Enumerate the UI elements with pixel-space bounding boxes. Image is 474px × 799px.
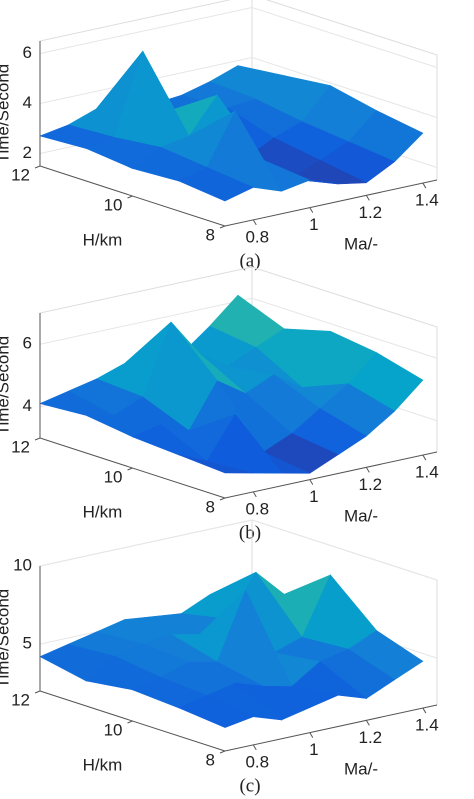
z-tick-label: 6 xyxy=(23,334,32,353)
axis-box xyxy=(265,0,438,180)
y-tick xyxy=(219,497,226,501)
x-tick xyxy=(365,467,370,473)
x-tick xyxy=(422,454,427,461)
z-tick-label: 4 xyxy=(23,93,32,112)
x-tick xyxy=(309,732,314,738)
surface-patch xyxy=(178,167,255,202)
y-tick-label: 10 xyxy=(104,720,123,739)
x-tick-label: 1.2 xyxy=(359,475,383,494)
x-tick xyxy=(252,219,257,226)
y-tick xyxy=(34,165,41,169)
x-tick-label: 1.2 xyxy=(359,203,383,222)
y-tick-label: 8 xyxy=(206,750,215,769)
surface-patch xyxy=(178,695,255,728)
y-tick-label: 8 xyxy=(206,225,215,244)
y-axis-label: H/km xyxy=(83,755,123,774)
y-tick-label: 12 xyxy=(11,437,30,456)
y-tick-label: 8 xyxy=(206,497,215,516)
grid-line xyxy=(39,56,438,118)
x-tick xyxy=(422,707,427,714)
z-tick-label: 2 xyxy=(23,143,32,162)
z-tick-label: 10 xyxy=(13,555,32,574)
x-axis-label: Ma/- xyxy=(344,506,378,525)
y-tick xyxy=(127,195,133,199)
y-tick-label: 10 xyxy=(104,467,123,486)
z-axis-label: Time/Second xyxy=(0,64,12,164)
x-tick xyxy=(252,491,257,498)
x-tick xyxy=(309,207,314,213)
x-tick-label: 1.2 xyxy=(359,728,383,747)
axis-box xyxy=(251,266,438,452)
x-tick-label: 1 xyxy=(309,487,318,506)
axis-line xyxy=(224,179,438,227)
x-tick xyxy=(309,479,314,485)
z-tick-label: 4 xyxy=(23,396,32,415)
x-tick xyxy=(252,744,257,751)
y-axis-label: H/km xyxy=(83,230,123,249)
y-tick xyxy=(127,467,133,471)
x-tick-label: 1 xyxy=(309,740,318,759)
y-tick-label: 12 xyxy=(11,690,30,709)
x-tick xyxy=(422,182,427,189)
z-axis-label: Time/Second xyxy=(0,336,12,436)
caption: (c) xyxy=(239,775,260,796)
x-tick-label: 1.4 xyxy=(415,463,439,482)
y-tick xyxy=(34,437,41,441)
grid-line xyxy=(39,297,438,359)
x-tick-label: 1 xyxy=(309,215,318,234)
axis-line xyxy=(224,451,438,499)
y-tick xyxy=(219,750,226,754)
y-tick xyxy=(219,225,226,229)
x-tick-label: 0.8 xyxy=(245,752,269,771)
x-axis-label: Ma/- xyxy=(344,234,378,253)
axis-line xyxy=(224,704,438,752)
z-tick-label: 6 xyxy=(23,43,32,62)
grid-line xyxy=(39,519,438,581)
x-tick xyxy=(365,720,370,726)
x-tick-label: 0.8 xyxy=(245,227,269,246)
y-tick-label: 12 xyxy=(11,165,30,184)
x-axis-label: Ma/- xyxy=(344,759,378,778)
x-tick-label: 0.8 xyxy=(245,499,269,518)
grid-line xyxy=(39,6,438,68)
y-tick xyxy=(127,720,133,724)
surface-patch xyxy=(178,454,254,474)
caption: (b) xyxy=(239,522,261,543)
y-axis-label: H/km xyxy=(83,502,123,521)
caption: (a) xyxy=(239,250,260,271)
z-axis-label: Time/Second xyxy=(0,589,12,689)
x-tick-label: 1.4 xyxy=(415,191,439,210)
x-tick xyxy=(365,195,370,201)
x-tick-label: 1.4 xyxy=(415,716,439,735)
y-tick-label: 10 xyxy=(104,195,123,214)
z-tick-label: 5 xyxy=(23,634,32,653)
y-tick xyxy=(34,690,41,694)
